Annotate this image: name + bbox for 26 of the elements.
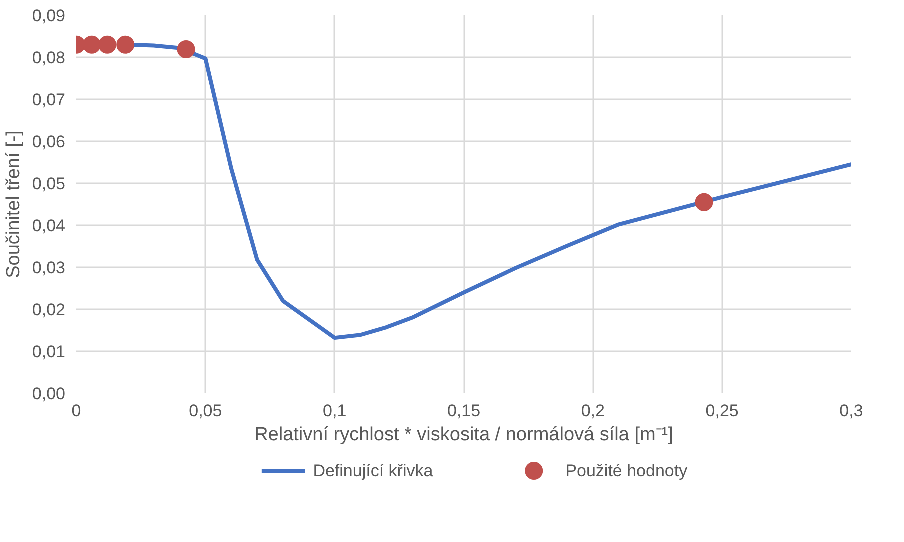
x-tick-label: 0,3 [840,402,864,420]
x-tick-label: 0,2 [581,402,605,420]
y-tick-label: 0,04 [32,216,66,236]
point [177,40,196,59]
x-tick-label: 0,1 [323,402,347,420]
y-tick-label: 0,08 [32,48,66,68]
legend-label: Definující křivka [313,462,434,480]
point [116,36,135,54]
point [83,36,101,54]
y-tick-label: 0,00 [32,384,66,404]
point [98,36,116,54]
y-tick-label: 0,02 [32,300,66,320]
y-tick-label: 0,09 [32,6,66,26]
x-tick-label: 0 [72,402,82,420]
point [695,193,714,212]
y-tick-label: 0,05 [32,174,66,194]
x-tick-label: 0,15 [447,402,481,420]
x-tick-label: 0,05 [189,402,222,420]
y-axis-title: Součinitel tření [-] [3,130,24,278]
x-tick-label: 0,25 [706,402,739,420]
y-tick-label: 0,03 [32,258,66,278]
y-tick-label: 0,07 [32,90,66,110]
y-tick-label: 0,01 [32,342,66,362]
legend-label: Použité hodnoty [566,462,688,480]
x-axis-title: Relativní rychlost * viskosita / normálová síla [m⁻¹] [254,424,674,446]
y-tick-label: 0,06 [32,132,66,152]
